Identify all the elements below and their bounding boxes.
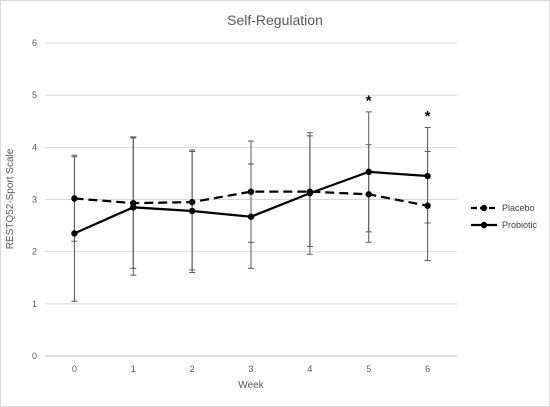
y-tick-label: 1 [32, 299, 37, 309]
probiotic-point [71, 230, 78, 237]
y-tick-label: 2 [32, 247, 37, 257]
y-tick-label: 6 [32, 38, 37, 48]
error-bars [71, 111, 431, 302]
significance-marker: * [366, 92, 372, 109]
x-tick-label: 2 [190, 364, 195, 374]
significance-marker: * [425, 108, 431, 125]
x-tick-label: 4 [307, 364, 312, 374]
x-tick-label: 0 [72, 364, 77, 374]
placebo-point [71, 195, 78, 202]
x-axis-ticks: 0 1 2 3 4 5 6 [72, 364, 430, 374]
probiotic-point [365, 168, 372, 176]
series-lines [71, 168, 431, 237]
x-tick-label: 3 [248, 364, 253, 374]
x-axis-title: Week [238, 380, 264, 391]
probiotic-point [247, 213, 255, 220]
y-tick-label: 4 [32, 142, 37, 152]
y-tick-label: 5 [32, 90, 37, 100]
y-axis-title: RESTQ52-Sport Scale [5, 148, 16, 249]
annotations: ** [366, 92, 431, 125]
probiotic-point [188, 207, 196, 215]
y-tick-label: 3 [32, 195, 37, 205]
legend-label-placebo: Placebo [502, 203, 535, 213]
legend-marker-placebo [480, 204, 488, 212]
placebo-point [424, 202, 431, 209]
legend-label-probiotic: Probiotic [502, 220, 538, 230]
x-tick-label: 6 [425, 364, 430, 374]
probiotic-point [130, 204, 137, 211]
x-tick-label: 5 [366, 364, 371, 374]
legend: Placebo Probiotic [471, 203, 538, 230]
probiotic-point [424, 172, 431, 180]
placebo-point [188, 198, 196, 206]
probiotic-point [306, 190, 314, 197]
y-axis-ticks: 0 1 2 3 4 5 6 [32, 38, 37, 361]
placebo-point [365, 191, 372, 198]
chart-title: Self-Regulation [227, 12, 323, 28]
legend-marker-probiotic [480, 221, 488, 229]
y-tick-label: 0 [32, 351, 37, 361]
placebo-point [247, 188, 255, 195]
x-tick-label: 1 [131, 364, 136, 374]
